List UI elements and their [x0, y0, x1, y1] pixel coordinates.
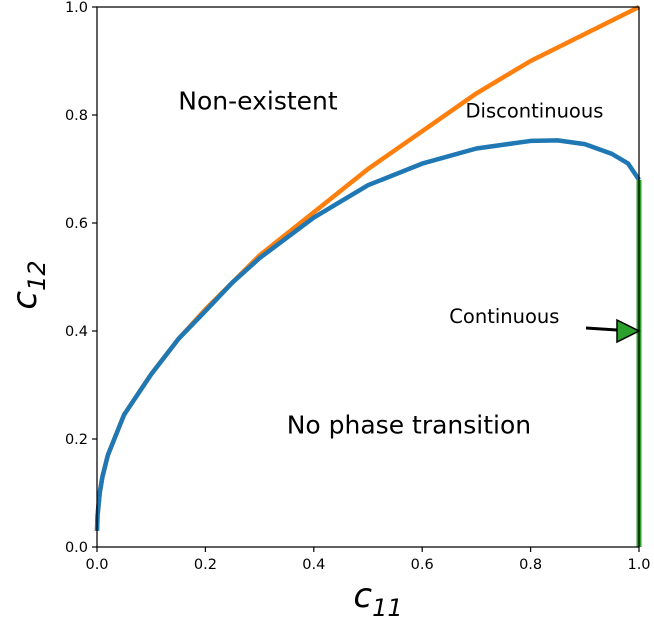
continuous-arrow-head — [616, 318, 641, 344]
non-existent-label: Non-existent — [178, 87, 338, 116]
continuous-label: Continuous — [449, 305, 559, 328]
annotations-layer: Non-existent Discontinuous No phase transi… — [178, 87, 641, 440]
x-axis-label: c11 — [353, 576, 402, 622]
y-axis-ticks: 0.0 0.2 0.4 0.6 0.8 1.0 — [65, 0, 97, 556]
x-tick-label: 0.2 — [194, 557, 217, 573]
discontinuous-transition-curve — [94, 138, 641, 531]
y-tick-label: 0.4 — [65, 324, 88, 340]
x-tick-label: 0.0 — [85, 557, 108, 573]
x-tick-label: 0.6 — [411, 557, 434, 573]
y-tick-label: 0.0 — [65, 540, 88, 556]
y-tick-label: 0.2 — [65, 432, 88, 448]
continuous-arrow-shaft — [585, 326, 618, 332]
x-tick-label: 0.8 — [519, 557, 542, 573]
y-tick-label: 1.0 — [65, 0, 88, 16]
no-phase-transition-label: No phase transition — [287, 411, 531, 440]
x-tick-label: 0.4 — [302, 557, 325, 573]
discontinuous-label: Discontinuous — [466, 100, 604, 123]
plot-frame — [96, 6, 640, 548]
x-tick-label: 1.0 — [627, 557, 650, 573]
y-axis-label: c12 — [5, 260, 51, 309]
x-axis-ticks: 0.0 0.2 0.4 0.6 0.8 1.0 — [85, 547, 651, 573]
y-tick-label: 0.8 — [65, 108, 88, 124]
y-tick-label: 0.6 — [65, 216, 88, 232]
